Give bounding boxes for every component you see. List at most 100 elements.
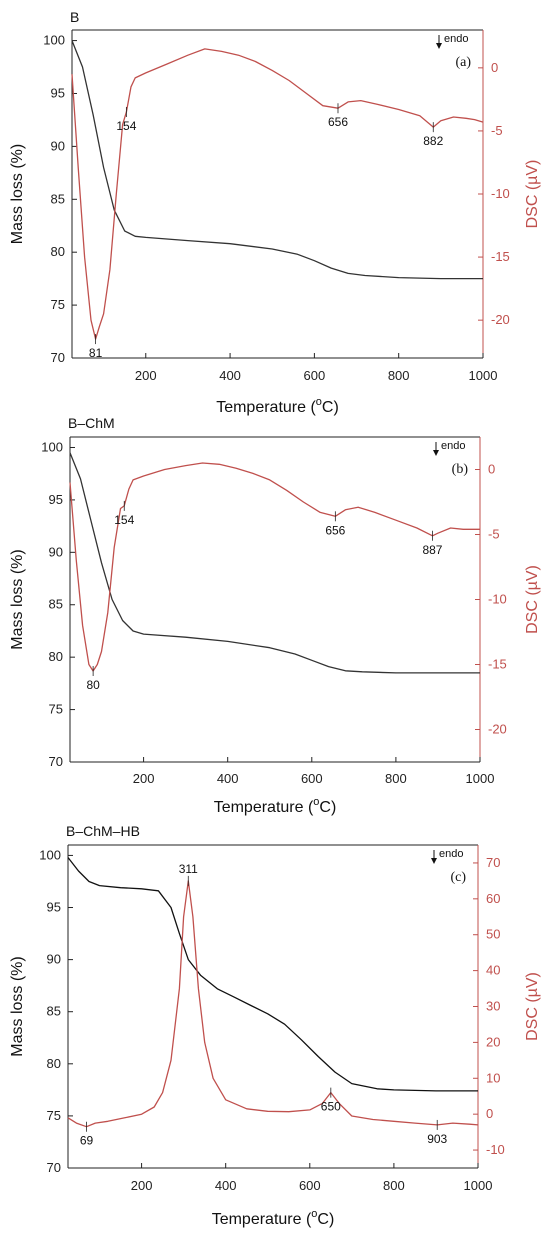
mass-series-line (67, 857, 478, 1092)
panel-letter: (c) (450, 870, 466, 885)
y2-tick-label: 10 (486, 1070, 500, 1085)
x-tick-label: 800 (385, 771, 407, 786)
y-tick-label: 85 (47, 1004, 61, 1019)
panel-name: B–ChM (68, 415, 115, 431)
x-axis-label-end: C) (322, 399, 339, 416)
y-tick-label: 90 (49, 544, 63, 559)
y-tick-label: 85 (49, 597, 63, 612)
y2-tick-label: -5 (491, 123, 503, 138)
y-tick-label: 70 (49, 754, 63, 769)
x-axis-label-sup: o (311, 1208, 317, 1220)
panel-2: 200 400 600 800 1000707580859095100-20-15-10… (9, 415, 541, 816)
x-tick-label: 200 (135, 368, 157, 383)
peak-label: 903 (427, 1132, 447, 1146)
x-axis-label-end: C) (319, 799, 336, 816)
x-tick-label: 400 (217, 771, 239, 786)
y-axis-label: Mass loss (%) (9, 144, 26, 244)
y2-tick-label: 20 (486, 1034, 500, 1049)
y2-tick-label: 0 (488, 462, 495, 477)
y-tick-label: 95 (47, 900, 61, 915)
endo-label: endo (439, 848, 463, 860)
endo-arrowhead-icon (433, 450, 439, 456)
panel-3: 200 400 600 800 1000 70 75 80 85 90 95 100 -10 0 10 20 3… (9, 823, 541, 1228)
peak-label: 154 (116, 119, 136, 133)
y2-tick-label: -20 (488, 722, 507, 737)
y2-tick-label: -10 (488, 592, 507, 607)
panel-1: 200 400 600 800 1000 70 75 80 85 90 95 100 -20 -15 -10… (9, 9, 541, 416)
peak-label: 69 (80, 1134, 94, 1148)
endo-arrowhead-icon (431, 858, 437, 864)
dsc-series-line (71, 48, 484, 340)
y2-axis-label: DSC (µV) (524, 565, 541, 634)
panel-name: B (70, 9, 79, 25)
panel-name: B–ChM–HB (66, 823, 140, 839)
y2-tick-label: -5 (488, 527, 500, 542)
dsc-series-line (69, 462, 480, 672)
x-axis-label-sup: o (313, 796, 319, 808)
endo-label: endo (441, 440, 465, 452)
y2-tick-label: -15 (491, 249, 510, 264)
y2-axis-label: DSC (µV) (524, 972, 541, 1041)
y-tick-label: 80 (47, 1056, 61, 1071)
y-tick-label: 85 (51, 191, 65, 206)
y-tick-label: 95 (51, 85, 65, 100)
peak-label: 882 (423, 134, 443, 148)
x-tick-label: 200 (133, 771, 155, 786)
y-tick-label: 95 (49, 492, 63, 507)
x-tick-label: 1000 (469, 368, 498, 383)
y2-tick-label: -20 (491, 312, 510, 327)
y2-axis-label: DSC (µV) (524, 160, 541, 229)
x-axis-label: Temperature (oC) (216, 396, 339, 416)
y-axis-label: Mass loss (%) (9, 956, 26, 1056)
peak-label: 81 (89, 346, 103, 360)
mass-series-line (69, 452, 480, 674)
x-tick-label: 1000 (466, 771, 495, 786)
y-tick-label: 70 (47, 1160, 61, 1175)
y2-tick-label: -10 (491, 186, 510, 201)
y2-tick-label: 60 (486, 891, 500, 906)
x-axis-label-main: Temperature ( (212, 1211, 312, 1228)
y-tick-label: 80 (49, 649, 63, 664)
x-axis-label: Temperature (oC) (214, 796, 337, 816)
y-tick-label: 70 (51, 350, 65, 365)
y-tick-label: 75 (47, 1108, 61, 1123)
y2-tick-label: -15 (488, 657, 507, 672)
y2-tick-label: 0 (486, 1106, 493, 1121)
x-tick-label: 200 (131, 1178, 153, 1193)
x-tick-label: 800 (383, 1178, 405, 1193)
x-tick-label: 800 (388, 368, 410, 383)
endo-arrowhead-icon (436, 43, 442, 49)
panel-letter: (b) (452, 462, 469, 477)
peak-label: 154 (114, 513, 134, 527)
x-axis-label-sup: o (316, 396, 322, 408)
panel-letter: (a) (455, 55, 471, 70)
peak-label: 650 (321, 1100, 341, 1114)
x-tick-label: 600 (304, 368, 326, 383)
x-tick-label: 400 (215, 1178, 237, 1193)
y-tick-label: 80 (51, 244, 65, 259)
y2-tick-label: 40 (486, 963, 500, 978)
x-axis-label-main: Temperature ( (214, 799, 314, 816)
y-tick-label: 75 (49, 702, 63, 717)
y-axis-label: Mass loss (%) (9, 549, 26, 649)
mass-series-line (71, 40, 483, 280)
y-tick-label: 100 (41, 439, 63, 454)
y-tick-label: 90 (47, 952, 61, 967)
y2-tick-label: 70 (486, 855, 500, 870)
peak-label: 80 (86, 678, 100, 692)
x-tick-label: 600 (301, 771, 323, 786)
peak-label: 311 (179, 862, 198, 876)
y-tick-label: 100 (39, 847, 61, 862)
y2-tick-label: 0 (491, 60, 498, 75)
y-tick-label: 90 (51, 138, 65, 153)
x-axis-label-end: C) (317, 1211, 334, 1228)
endo-label: endo (444, 33, 468, 45)
y-tick-label: 75 (51, 297, 65, 312)
dsc-series-line (67, 880, 479, 1128)
x-tick-label: 400 (219, 368, 241, 383)
y2-tick-label: 50 (486, 927, 500, 942)
x-axis-label: Temperature (oC) (212, 1208, 335, 1228)
peak-label: 656 (328, 115, 348, 129)
